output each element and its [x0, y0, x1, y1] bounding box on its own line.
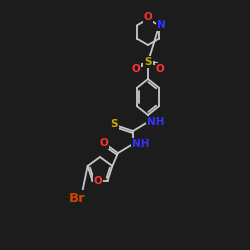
Text: O: O — [94, 176, 102, 186]
Text: S: S — [110, 119, 118, 129]
Text: S: S — [144, 57, 152, 67]
Text: O: O — [144, 12, 152, 22]
Text: O: O — [132, 64, 140, 74]
Text: Br: Br — [68, 192, 86, 204]
Text: O: O — [100, 138, 108, 148]
Text: NH: NH — [147, 117, 165, 127]
Text: NH: NH — [132, 139, 150, 149]
Text: O: O — [156, 64, 164, 74]
Text: N: N — [157, 20, 166, 30]
